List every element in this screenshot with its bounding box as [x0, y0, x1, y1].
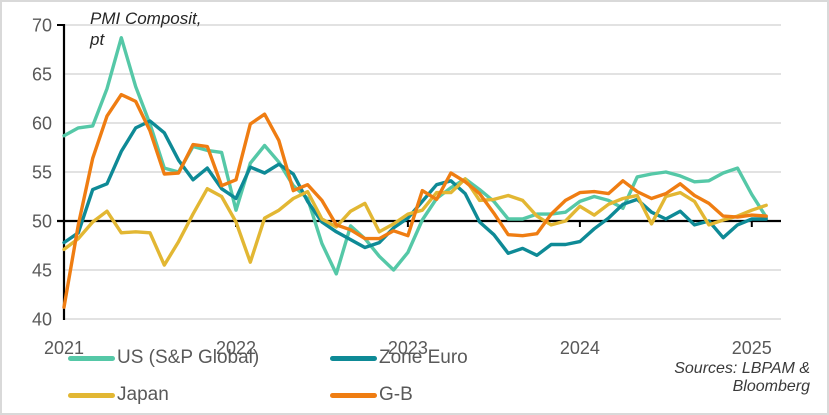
y-axis-label-40: 40	[32, 310, 52, 330]
y-axis-label-65: 65	[32, 65, 52, 85]
legend-item-us: US (S&P Global)	[68, 347, 259, 369]
sources-line1: Sources: LBPAM &	[674, 360, 810, 377]
legend-label-japan: Japan	[117, 384, 169, 405]
x-axis-label-2023: 2023	[388, 338, 428, 358]
x-axis-label-2022: 2022	[216, 338, 256, 358]
legend-label-us: US (S&P Global)	[117, 347, 260, 368]
x-axis-label-2025: 2025	[732, 338, 772, 358]
legend-swatch-gb	[330, 392, 377, 398]
y-axis-label-70: 70	[32, 16, 52, 36]
legend-swatch-japan	[68, 392, 115, 398]
legend-swatch-us	[68, 355, 115, 361]
legend-item-gb: G-B	[330, 384, 413, 406]
legend-swatch-zone-euro	[330, 355, 377, 361]
x-axis-label-2021: 2021	[44, 338, 84, 358]
series-line-us	[62, 36, 768, 276]
y-axis-label-55: 55	[32, 163, 52, 183]
legend-label-gb: G-B	[379, 384, 413, 405]
sources-note: Sources: LBPAM & Bloomberg	[674, 360, 810, 395]
legend-label-zone-euro: Zone Euro	[379, 347, 468, 368]
y-axis-label-45: 45	[32, 261, 52, 281]
x-axis-label-2024: 2024	[560, 338, 600, 358]
chart-title-line1: PMI Composit,	[90, 9, 202, 28]
chart-title: PMI Composit, pt	[90, 8, 201, 50]
y-axis-label-50: 50	[32, 212, 52, 232]
y-axis-label-60: 60	[32, 114, 52, 134]
legend-item-zone-euro: Zone Euro	[330, 347, 468, 369]
series-line-gb	[62, 92, 768, 309]
chart-title-line2: pt	[90, 30, 105, 49]
sources-line2: Bloomberg	[732, 377, 810, 395]
legend-item-japan: Japan	[68, 384, 169, 406]
